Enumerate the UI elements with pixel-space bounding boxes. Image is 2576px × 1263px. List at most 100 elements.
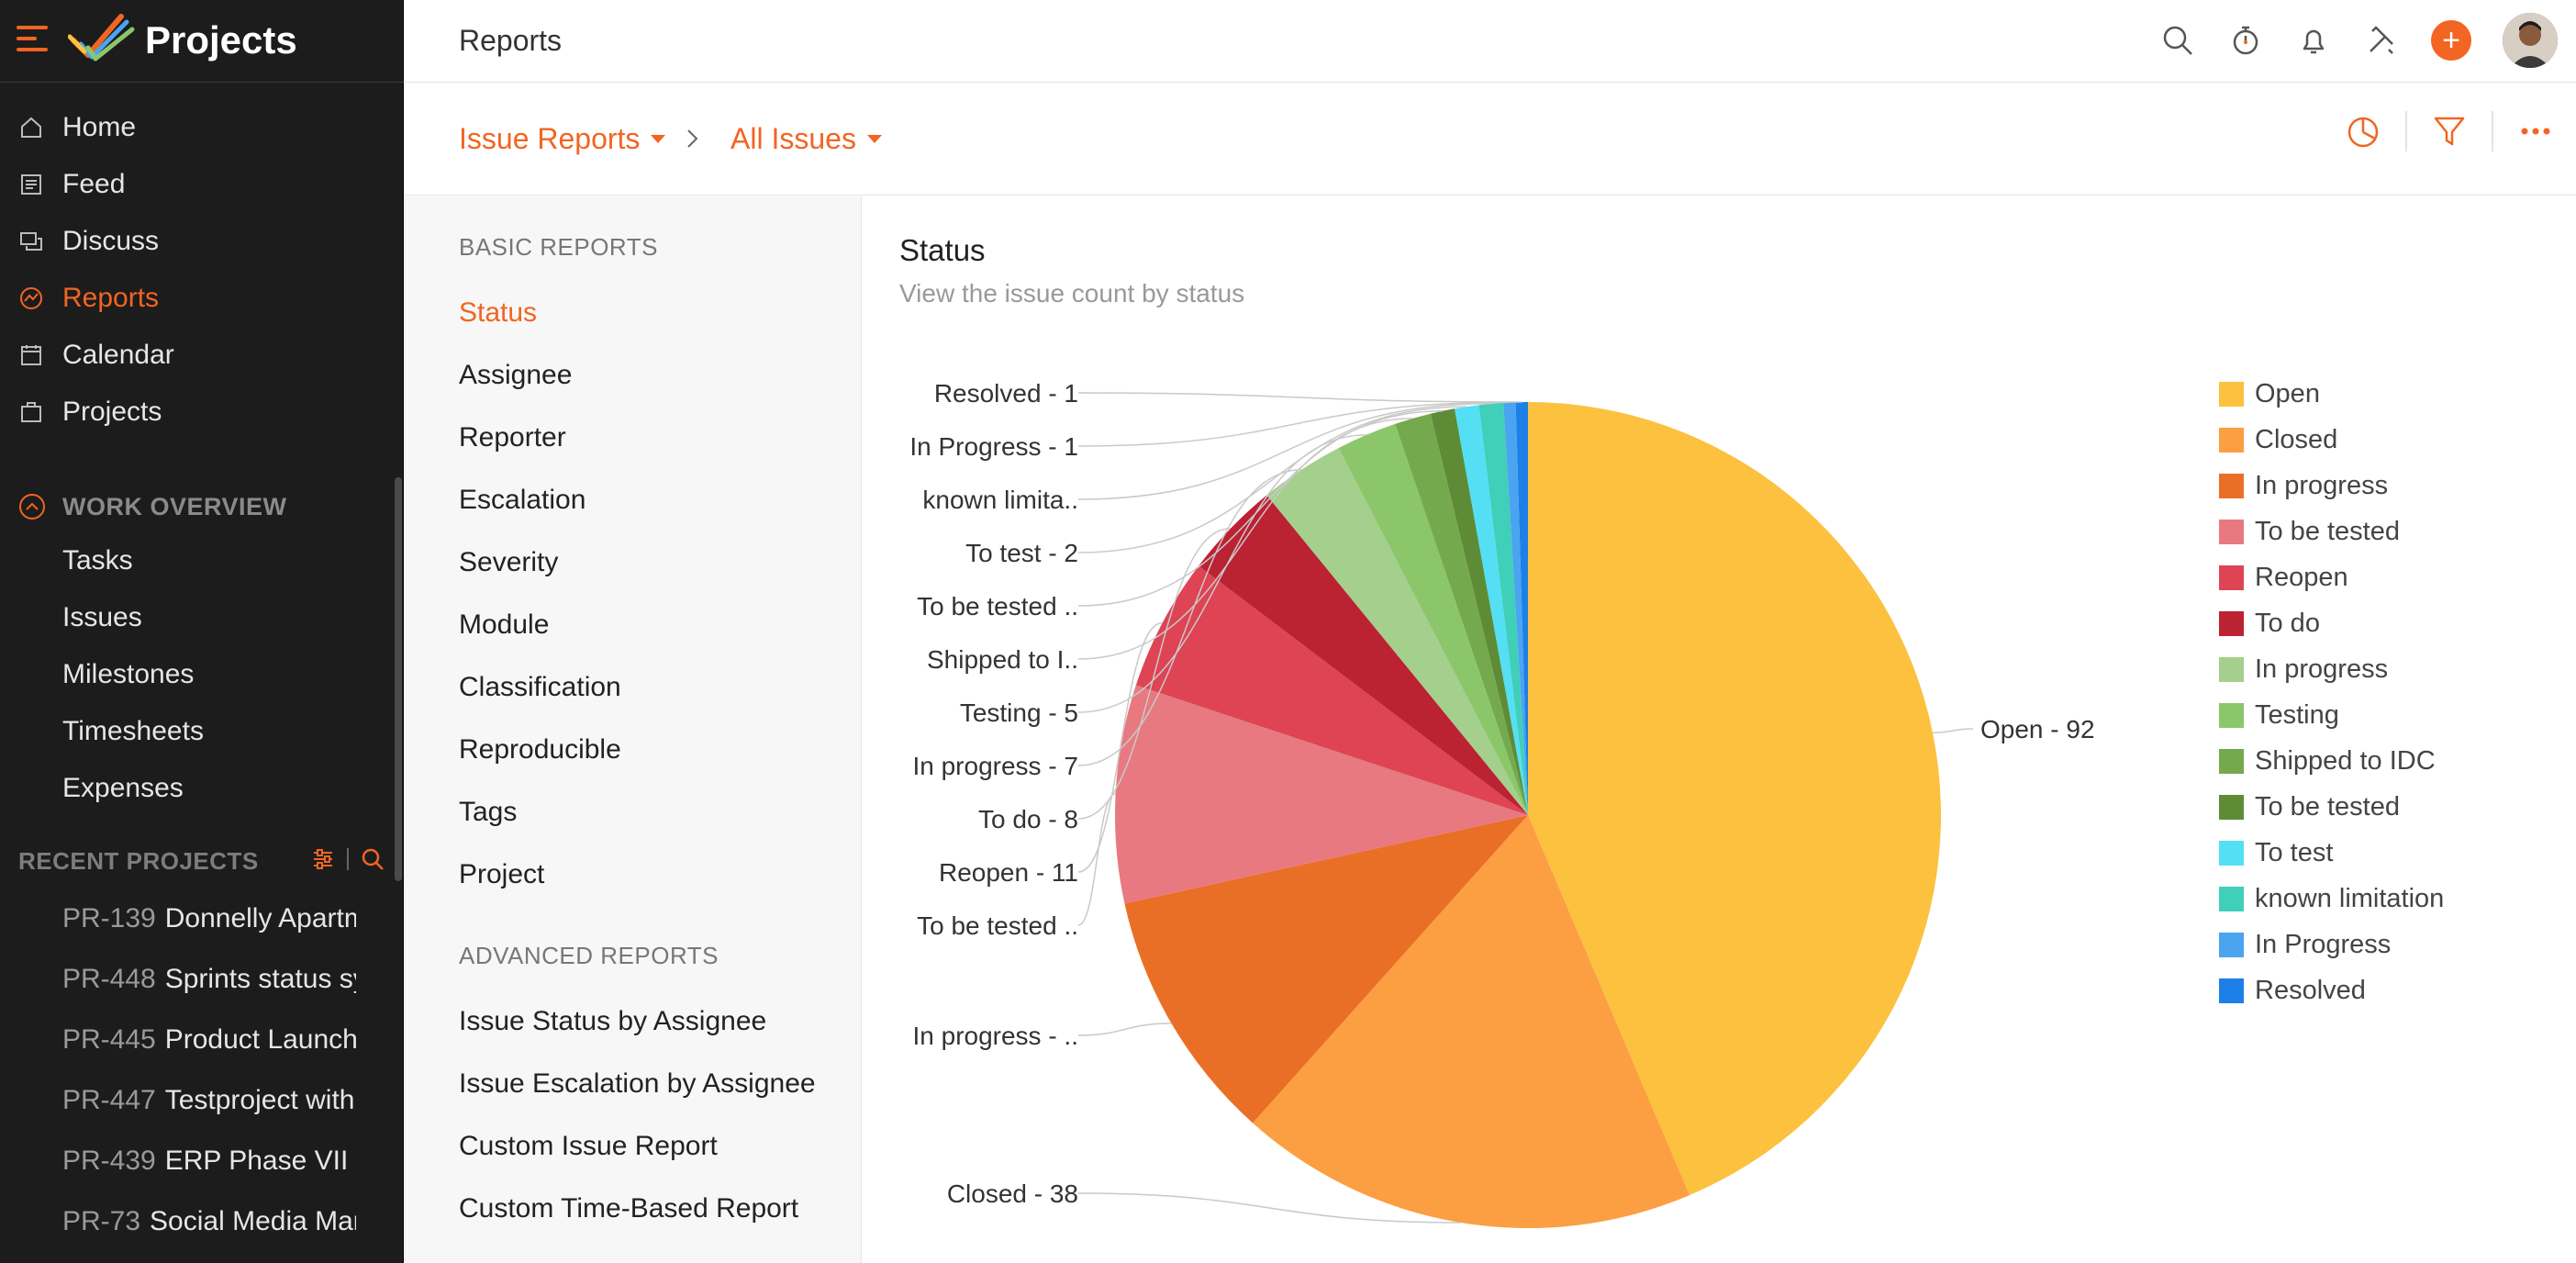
legend-label: Closed	[2255, 424, 2338, 454]
project-name: Product Launch	[164, 1024, 356, 1055]
pie-slice[interactable]	[1115, 685, 1528, 904]
pie-slice[interactable]	[1135, 565, 1528, 816]
work-overview-toggle[interactable]: WORK OVERVIEW	[18, 488, 287, 525]
search-icon[interactable]	[360, 846, 385, 872]
slice-connector-line	[1077, 469, 1302, 766]
sidebar: Projects Home Feed Discuss Reports Calen…	[0, 0, 404, 1263]
basic-reports-heading: BASIC REPORTS	[459, 233, 658, 261]
sidebar-item-timesheets[interactable]: Timesheets	[62, 716, 204, 746]
pie-slice[interactable]	[1266, 448, 1528, 815]
all-issues-label: All Issues	[730, 122, 856, 155]
slice-label: known limita..	[922, 486, 1078, 514]
legend-item[interactable]: Resolved	[2219, 967, 2444, 1013]
tools-icon[interactable]	[2363, 22, 2400, 59]
recent-project-item[interactable]: PR-139 Donnelly Apartments	[62, 889, 356, 949]
slice-connector-line	[1077, 401, 1510, 447]
report-item-reporter[interactable]: Reporter	[459, 422, 566, 453]
bell-icon[interactable]	[2295, 22, 2332, 59]
report-item-reproducible[interactable]: Reproducible	[459, 734, 621, 765]
legend-item[interactable]: Closed	[2219, 417, 2444, 463]
pie-slice[interactable]	[1430, 408, 1528, 815]
pie-slice[interactable]	[1124, 815, 1528, 1123]
legend-item[interactable]: Reopen	[2219, 554, 2444, 600]
recent-project-item[interactable]: PR-447 Testproject with	[62, 1070, 356, 1131]
legend-swatch	[2219, 610, 2244, 636]
slice-label: Closed - 38	[947, 1179, 1078, 1208]
sidebar-item-calendar[interactable]: Calendar	[0, 327, 404, 384]
report-item-classification[interactable]: Classification	[459, 672, 621, 702]
search-icon[interactable]	[2159, 22, 2196, 59]
sidebar-item-milestones[interactable]: Milestones	[62, 659, 195, 689]
report-item-custom-time-based-report[interactable]: Custom Time-Based Report	[459, 1193, 799, 1224]
slice-label: Reopen - 11	[939, 858, 1078, 887]
report-item-issue-status-by-assignee[interactable]: Issue Status by Assignee	[459, 1006, 767, 1036]
sidebar-item-expenses[interactable]: Expenses	[62, 773, 184, 803]
sidebar-item-reports[interactable]: Reports	[0, 270, 404, 327]
legend-item[interactable]: Open	[2219, 371, 2444, 417]
issue-reports-dropdown[interactable]: Issue Reports	[459, 122, 666, 156]
legend-item[interactable]: To be tested	[2219, 784, 2444, 830]
sidebar-nav: Home Feed Discuss Reports Calendar Proje…	[0, 99, 404, 441]
add-button[interactable]: +	[2431, 20, 2471, 61]
sidebar-item-feed[interactable]: Feed	[0, 156, 404, 213]
report-item-tags[interactable]: Tags	[459, 797, 518, 827]
legend-item[interactable]: known limitation	[2219, 876, 2444, 922]
slice-connector-line	[1932, 728, 1974, 733]
pie-slice[interactable]	[1515, 402, 1528, 815]
legend-item[interactable]: To test	[2219, 830, 2444, 876]
filter-icon[interactable]	[2427, 109, 2471, 153]
sidebar-item-projects[interactable]: Projects	[0, 384, 404, 441]
legend-label: Resolved	[2255, 975, 2366, 1005]
recent-project-item[interactable]: PR-73 Social Media Marketing	[62, 1191, 356, 1252]
legend-item[interactable]: To be tested	[2219, 509, 2444, 554]
sidebar-header: Projects	[0, 0, 404, 83]
chart-type-icon[interactable]	[2341, 109, 2385, 153]
sidebar-scrollbar[interactable]	[395, 477, 402, 881]
legend-item[interactable]: To do	[2219, 600, 2444, 646]
recent-project-item[interactable]: PR-448 Sprints status sync	[62, 949, 356, 1010]
report-item-issue-escalation-by-assignee[interactable]: Issue Escalation by Assignee	[459, 1068, 816, 1099]
pie-slice[interactable]	[1478, 402, 1528, 815]
report-item-severity[interactable]: Severity	[459, 547, 559, 577]
report-item-escalation[interactable]: Escalation	[459, 485, 586, 515]
pie-slice[interactable]	[1528, 402, 1942, 1196]
report-item-assignee[interactable]: Assignee	[459, 360, 573, 390]
recent-project-item[interactable]: PR-445 Product Launch	[62, 1010, 356, 1070]
sidebar-item-home[interactable]: Home	[0, 99, 404, 156]
project-code: PR-73	[62, 1206, 141, 1236]
report-item-status[interactable]: Status	[459, 297, 538, 328]
recent-project-item[interactable]: PR-439 ERP Phase VII	[62, 1131, 356, 1191]
all-issues-dropdown[interactable]: All Issues	[730, 122, 882, 156]
pie-slice[interactable]	[1338, 423, 1528, 815]
legend-item[interactable]: In progress	[2219, 646, 2444, 692]
report-item-project[interactable]: Project	[459, 859, 545, 889]
filter-settings-icon[interactable]	[310, 846, 336, 872]
legend-item[interactable]: In Progress	[2219, 922, 2444, 967]
sidebar-item-issues[interactable]: Issues	[62, 602, 142, 632]
reports-icon	[18, 285, 44, 311]
timer-icon[interactable]	[2227, 22, 2264, 59]
sidebar-item-tasks[interactable]: Tasks	[62, 545, 133, 576]
pie-slice[interactable]	[1395, 413, 1528, 815]
legend-item[interactable]: Shipped to IDC	[2219, 738, 2444, 784]
slice-label: In progress - ..	[912, 1022, 1078, 1050]
sidebar-item-discuss[interactable]: Discuss	[0, 213, 404, 270]
legend-item[interactable]: Testing	[2219, 692, 2444, 738]
avatar[interactable]	[2503, 13, 2558, 68]
caret-down-icon	[651, 135, 666, 143]
project-name: Donnelly Apartments	[164, 903, 356, 933]
report-menu: BASIC REPORTS Status Assignee Reporter E…	[405, 196, 862, 1263]
project-name: Sprints status sync	[164, 964, 356, 994]
sidebar-item-label: Calendar	[62, 340, 174, 370]
hamburger-menu-icon[interactable]	[17, 26, 48, 53]
more-options-icon[interactable]	[2514, 109, 2558, 153]
pie-slice[interactable]	[1253, 815, 1690, 1229]
report-item-module[interactable]: Module	[459, 609, 550, 640]
pie-slice[interactable]	[1455, 405, 1528, 815]
legend-item[interactable]: In progress	[2219, 463, 2444, 509]
calendar-icon	[18, 342, 44, 368]
pie-slice[interactable]	[1199, 495, 1528, 815]
report-item-custom-issue-report[interactable]: Custom Issue Report	[459, 1131, 718, 1161]
pie-slice[interactable]	[1503, 402, 1528, 815]
chart-subtitle: View the issue count by status	[899, 279, 1245, 307]
